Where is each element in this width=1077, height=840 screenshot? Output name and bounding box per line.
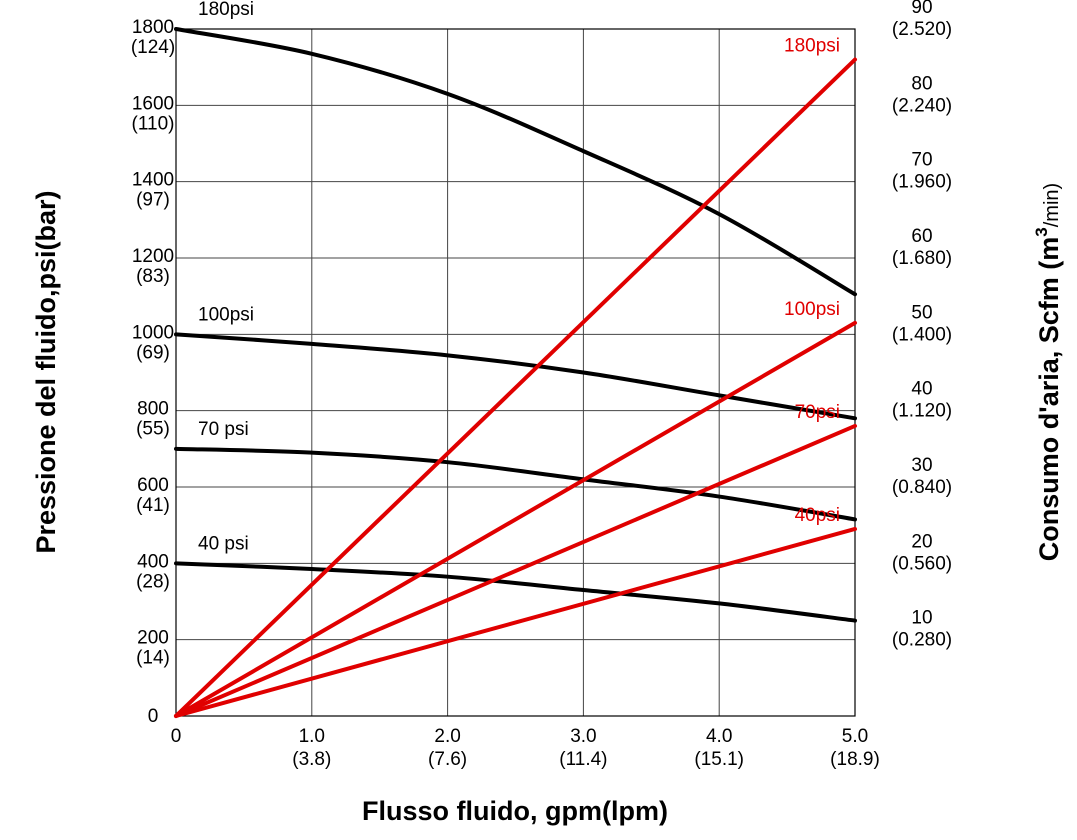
x-axis-title: Flusso fluido, gpm(lpm) [362,796,668,826]
y-tick-sub-3: (41) [136,495,170,516]
y-tick-label-8: 1600 [132,93,174,114]
x-tick-label-2: 2.0 [434,726,460,747]
y-tick-label-2: 400 [137,551,169,572]
grid [175,28,856,717]
x-tick-sub-2: (7.6) [428,749,467,770]
y2-tick-sub-5: (1.680) [892,248,952,269]
pressure-label-2: 70 psi [198,419,249,440]
y2-axis-title-end: /min) [1041,183,1063,227]
y2-tick-label-5: 60 [911,226,932,247]
air-label-1: 100psi [784,299,840,320]
air-line-3 [174,526,857,718]
air-line-2 [174,423,857,718]
pressure-label-3: 40 psi [198,533,249,554]
x-tick-label-4: 4.0 [706,726,732,747]
y-tick-sub-2: (28) [136,571,170,592]
y2-axis-title-main: Consumo d'aria, Scfm (m [1034,237,1064,561]
y-tick-label-0: 0 [148,706,159,727]
x-tick-label-3: 3.0 [570,726,596,747]
y2-tick-label-1: 20 [911,531,932,552]
y2-tick-sub-6: (1.960) [892,172,952,193]
y2-tick-sub-2: (0.840) [892,477,952,498]
series-lines [174,27,857,718]
y-tick-label-6: 1200 [132,246,174,267]
y-tick-label-3: 600 [137,475,169,496]
y-tick-sub-6: (83) [136,266,170,287]
x-tick-sub-1: (3.8) [292,749,331,770]
y2-tick-label-4: 50 [911,302,932,323]
y2-tick-sub-3: (1.120) [892,401,952,422]
y-tick-sub-5: (69) [136,342,170,363]
y2-tick-sub-7: (2.240) [892,95,952,116]
y2-tick-label-0: 10 [911,608,932,629]
air-line-0 [174,57,857,718]
x-tick-sub-5: (18.9) [830,749,880,770]
pressure-line-1 [174,332,857,421]
x-tick-label-1: 1.0 [299,726,325,747]
y2-tick-label-2: 30 [911,455,932,476]
y-tick-sub-7: (97) [136,190,170,211]
y2-tick-sub-0: (0.280) [892,630,952,651]
air-label-0: 180psi [784,36,840,57]
pressure-line-3 [174,561,857,623]
series-labels: 180psi 100psi 70 psi 40 psi 180psi 100psi 70ps… [198,0,840,554]
air-label-3: 40psi [795,505,840,526]
y-tick-label-7: 1400 [132,170,174,191]
y-tick-label-4: 800 [137,399,169,420]
y2-axis-title: Consumo d'aria, Scfm (m3/min) [1032,183,1064,561]
air-line-1 [174,320,857,718]
y2-tick-label-8: 90 [911,0,932,18]
y2-tick-label-7: 80 [911,73,932,94]
y2-axis-title-sup: 3 [1032,227,1051,236]
tick-labels: 0 1.0(3.8)2.0(7.6)3.0(11.4)4.0(15.1)5.0(1… [131,0,952,770]
y2-tick-sub-1: (0.560) [892,553,952,574]
plot-frame [175,28,856,717]
pressure-line-0 [174,27,857,297]
y-tick-label-5: 1000 [132,322,174,343]
pressure-label-1: 100psi [198,304,254,325]
y2-tick-sub-8: (2.520) [892,19,952,40]
pressure-label-0: 180psi [198,0,254,20]
y2-tick-sub-4: (1.400) [892,324,952,345]
pressure-line-2 [174,446,857,522]
y-tick-label-1: 200 [137,628,169,649]
y-tick-sub-8: (110) [132,113,175,134]
y-tick-sub-9: (124) [131,37,175,58]
air-label-2: 70psi [795,402,840,423]
x-tick-label-5: 5.0 [842,726,868,747]
x-tick-label-0: 0 [171,726,182,747]
y-axis-title: Pressione del fluido,psi(bar) [31,190,61,553]
x-tick-sub-4: (15.1) [694,749,744,770]
y-tick-label-9: 1800 [132,17,174,38]
y-tick-sub-4: (55) [136,419,170,440]
y-tick-sub-1: (14) [136,648,170,669]
y2-tick-label-6: 70 [911,150,932,171]
x-tick-sub-3: (11.4) [559,749,607,770]
y2-tick-label-3: 40 [911,379,932,400]
